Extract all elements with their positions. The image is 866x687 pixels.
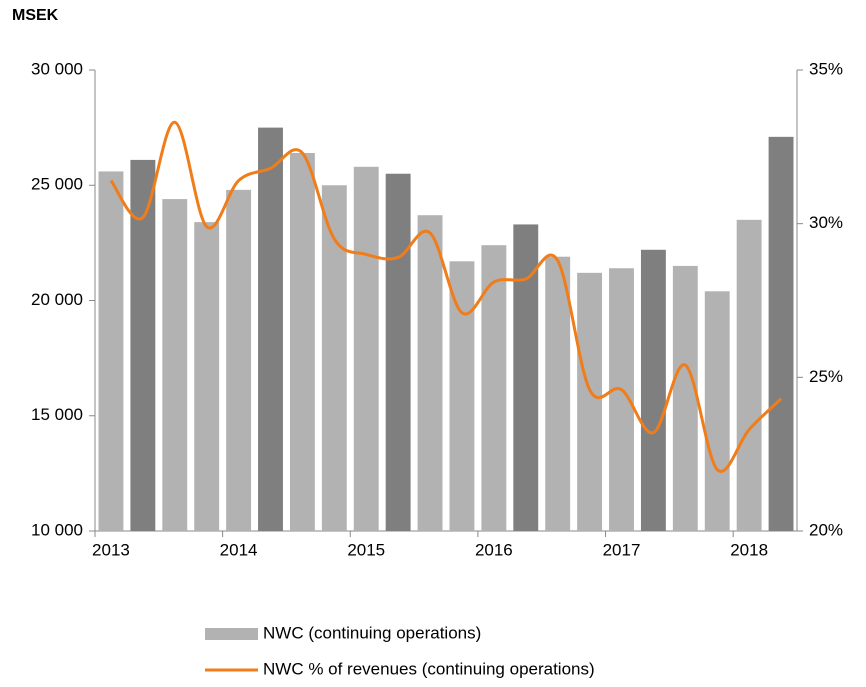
x-tick-label: 2018 xyxy=(730,540,768,559)
y-tick-label: 25 000 xyxy=(31,175,83,194)
x-tick-label: 2015 xyxy=(347,540,385,559)
bar xyxy=(353,166,379,531)
y-tick-label: 10 000 xyxy=(31,520,83,539)
bar xyxy=(736,219,762,531)
bar xyxy=(768,136,794,531)
bar xyxy=(449,261,475,531)
bar xyxy=(704,291,730,531)
bar xyxy=(258,127,283,531)
y-tick-label: 20 000 xyxy=(31,290,83,309)
bar xyxy=(130,159,156,531)
y-tick-label: 30 000 xyxy=(31,59,83,78)
bar xyxy=(98,171,124,532)
bar xyxy=(226,189,252,532)
legend-label: NWC % of revenues (continuing operations… xyxy=(263,659,595,678)
bar xyxy=(417,215,443,531)
y2-tick-label: 30% xyxy=(809,213,843,232)
y-tick-label: 15 000 xyxy=(31,405,83,424)
legend-label: NWC (continuing operations) xyxy=(263,623,481,642)
x-tick-label: 2014 xyxy=(220,540,258,559)
bar xyxy=(385,173,411,531)
bar xyxy=(513,224,539,531)
unit-label: MSEK xyxy=(12,7,59,24)
bar xyxy=(321,185,347,531)
bar xyxy=(672,265,698,531)
bar xyxy=(577,272,603,531)
x-tick-label: 2017 xyxy=(603,540,641,559)
x-tick-label: 2013 xyxy=(92,540,130,559)
legend-swatch xyxy=(205,628,258,640)
y2-tick-label: 20% xyxy=(809,520,843,539)
bar xyxy=(289,152,315,532)
x-tick-label: 2016 xyxy=(475,540,513,559)
line xyxy=(109,120,783,473)
y2-tick-label: 25% xyxy=(809,367,843,386)
bar xyxy=(640,249,666,532)
y2-tick-label: 35% xyxy=(809,59,843,78)
bar xyxy=(194,222,220,531)
bar xyxy=(481,245,507,531)
bar xyxy=(545,256,571,531)
bar xyxy=(162,199,188,531)
